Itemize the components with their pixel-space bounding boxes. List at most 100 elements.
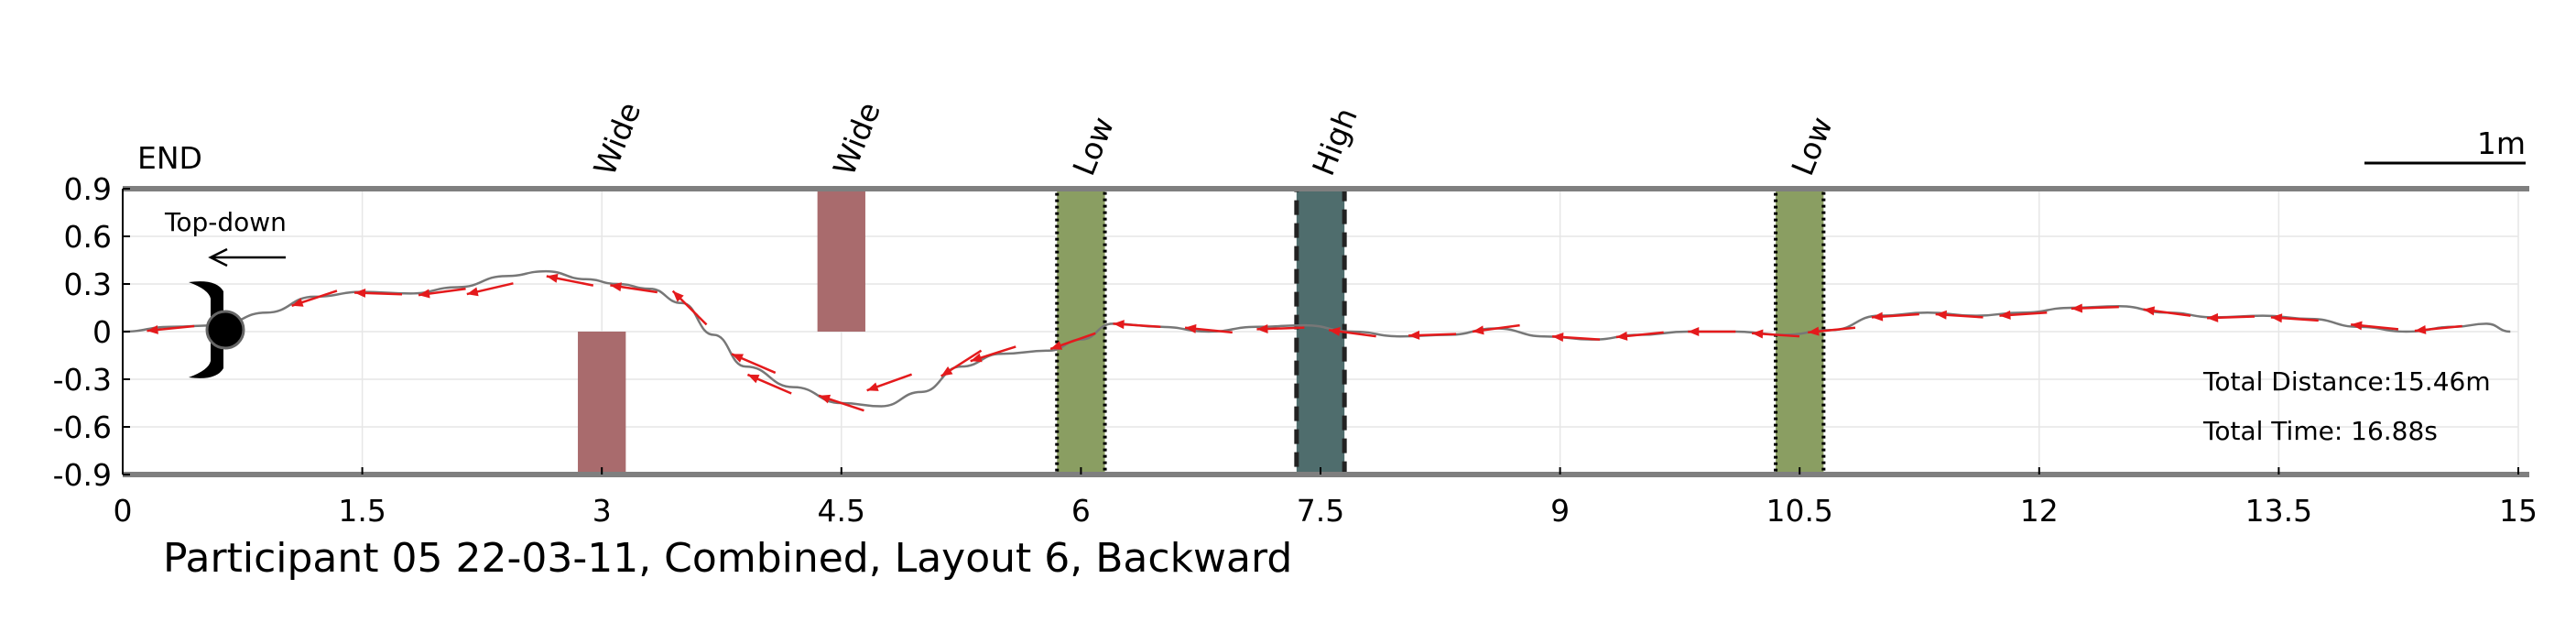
obstacle-label: Wide — [586, 97, 647, 180]
direction-arrow — [970, 345, 1016, 363]
y-tick-label: -0.9 — [53, 457, 112, 493]
arrow-head — [1408, 330, 1420, 340]
arrow-head — [1999, 310, 2011, 320]
x-tick-label: 1.5 — [338, 493, 386, 529]
direction-arrow — [1935, 310, 1984, 320]
obstacle-wide — [817, 189, 865, 332]
x-tick-label: 9 — [1550, 493, 1570, 529]
arrow-head — [2207, 312, 2219, 322]
direction-arrow — [1615, 331, 1664, 341]
arrow-head — [1935, 310, 1947, 320]
direction-arrow — [466, 282, 514, 297]
chart-title: Participant 05 22-03-11, Combined, Layou… — [163, 535, 1292, 582]
direction-arrow — [1752, 329, 1800, 339]
top-down-arrow-icon — [208, 247, 286, 267]
arrow-head — [2414, 324, 2427, 334]
tick-labels: 0 1.5 3 4.5 6 7.5 9 10.5 12 13.5 15 0.9 0.6 0.3 0 -0.3 -… — [53, 171, 2538, 529]
direction-arrow — [1871, 311, 1919, 322]
direction-arrow — [2414, 324, 2462, 334]
y-tick-label: -0.6 — [53, 409, 112, 445]
arrow-head — [2071, 303, 2083, 313]
direction-arrow — [2143, 306, 2191, 317]
arrow-head — [1871, 311, 1884, 322]
direction-arrow — [354, 288, 403, 298]
direction-arrow — [147, 324, 195, 334]
arrow-head — [418, 289, 430, 299]
arrow-head — [1615, 331, 1628, 341]
x-tick-label: 15 — [2499, 493, 2538, 529]
obstacle-label: High — [1305, 103, 1364, 180]
arrow-head — [940, 366, 953, 377]
direction-arrow — [671, 289, 708, 326]
y-tick-label: -0.3 — [53, 362, 112, 398]
obstacle-label: Low — [1066, 112, 1122, 180]
direction-arrow — [291, 289, 338, 307]
arrow-head — [1329, 326, 1341, 336]
direction-arrow — [866, 373, 913, 392]
top-down-label: Top-down — [164, 207, 287, 237]
arrow-head — [970, 353, 983, 363]
arrow-head — [1808, 326, 1820, 336]
direction-arrow — [1408, 330, 1457, 340]
direction-arrow — [1049, 332, 1096, 351]
arrow-head — [1185, 323, 1197, 333]
end-label: END — [137, 140, 202, 176]
y-tick-label: 0 — [92, 314, 112, 350]
y-tick-label: 0.6 — [64, 219, 112, 255]
arrow-head — [1113, 320, 1125, 330]
direction-arrow — [731, 353, 777, 375]
direction-arrow — [1113, 320, 1161, 330]
obstacle-label: Wide — [826, 97, 887, 180]
x-tick-label: 12 — [2020, 493, 2059, 529]
direction-arrow — [2351, 321, 2399, 331]
axes — [122, 186, 2529, 477]
y-tick-label: 0.9 — [64, 171, 112, 207]
direction-arrow — [2071, 303, 2119, 313]
scale-bar-label: 1m — [2477, 126, 2526, 161]
direction-arrow — [1184, 323, 1233, 334]
arrow-head — [1050, 341, 1063, 350]
direction-arrow — [1328, 326, 1376, 338]
direction-arrow — [746, 373, 792, 395]
direction-arrow — [940, 349, 983, 377]
x-tick-label: 0 — [114, 493, 133, 529]
x-tick-label: 6 — [1071, 493, 1091, 529]
arrow-head — [291, 298, 304, 307]
arrow-head — [354, 288, 366, 298]
arrow-head — [1752, 329, 1764, 339]
arrow-head — [147, 324, 158, 334]
direction-arrow — [546, 273, 594, 287]
direction-arrow — [610, 282, 658, 294]
direction-arrow — [2207, 312, 2255, 322]
obstacle-label: Low — [1784, 112, 1840, 180]
arrow-head — [2143, 306, 2156, 316]
x-tick-label: 4.5 — [818, 493, 865, 529]
x-tick-label: 10.5 — [1766, 493, 1832, 529]
direction-arrow — [418, 288, 466, 299]
obstacles: Wide Wide Low High Low — [578, 97, 1840, 477]
arrow-head — [732, 354, 744, 363]
arrow-head — [866, 382, 879, 391]
arrow-head — [2351, 321, 2363, 331]
arrow-head — [466, 287, 479, 297]
arrow-head — [546, 273, 559, 283]
arrow-head — [672, 290, 684, 302]
arrow-head — [1256, 323, 1268, 333]
direction-arrow — [1808, 326, 1856, 336]
direction-arrow — [818, 394, 864, 412]
y-tick-label: 0.3 — [64, 267, 112, 302]
arrow-head — [1688, 327, 1700, 336]
arrow-head — [747, 374, 760, 384]
direction-arrow — [1472, 323, 1520, 335]
direction-arrows — [147, 273, 2462, 412]
direction-arrow — [1552, 333, 1601, 342]
arrow-head — [819, 394, 831, 404]
total-time: Total Time: 16.88s — [2202, 416, 2438, 446]
arrow-head — [1552, 333, 1564, 342]
participant-icon — [189, 281, 245, 378]
x-tick-label: 7.5 — [1297, 493, 1344, 529]
arrow-head — [2270, 313, 2283, 323]
direction-arrow — [1999, 310, 2048, 320]
direction-arrow — [1688, 327, 1736, 336]
